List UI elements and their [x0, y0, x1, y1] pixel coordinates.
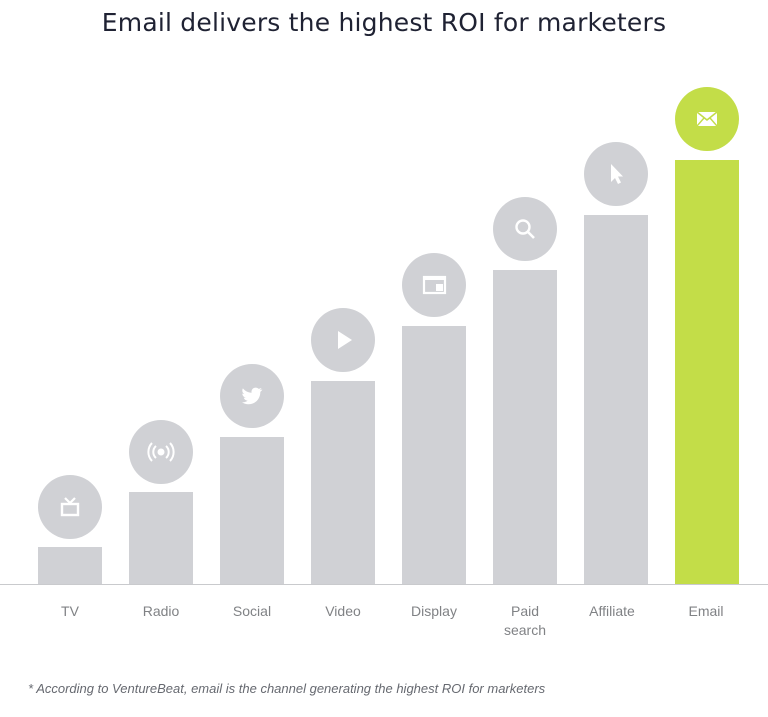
twitter-bird-icon: [220, 364, 284, 428]
tv-icon: [38, 475, 102, 539]
x-label-display: Display: [411, 603, 457, 619]
x-label-video: Video: [325, 603, 361, 619]
x-label-radio: Radio: [142, 603, 180, 619]
bar-paid-search: [493, 270, 557, 584]
x-label-social: Social: [232, 603, 272, 619]
x-label-paid-search: Paid search: [480, 602, 570, 640]
x-label-affiliate: Affiliate: [589, 603, 635, 619]
x-label-paid-line1: Paid: [510, 603, 540, 619]
bar-chart: TV Radio Social Video Display Paid searc…: [0, 87, 768, 638]
bar-tv: [38, 547, 102, 584]
envelope-icon: [675, 87, 739, 151]
cursor-pointer-icon: [584, 142, 648, 206]
display-window-icon: [402, 253, 466, 317]
radio-broadcast-icon: [129, 420, 193, 484]
chart-title: Email delivers the highest ROI for marke…: [101, 8, 667, 37]
play-icon: [311, 308, 375, 372]
bar-affiliate: [584, 215, 648, 584]
footnote: * According to VentureBeat, email is the…: [28, 681, 546, 696]
x-label-email: Email: [688, 603, 724, 619]
bar-email: [675, 160, 739, 584]
bar-social: [220, 437, 284, 584]
bar-video: [311, 381, 375, 584]
bar-radio: [129, 492, 193, 584]
bar-display: [402, 326, 466, 584]
x-axis-line: [0, 584, 768, 585]
x-label-tv: TV: [61, 603, 79, 619]
x-label-paid-line2: search: [503, 622, 547, 638]
search-magnifier-icon: [493, 197, 557, 261]
